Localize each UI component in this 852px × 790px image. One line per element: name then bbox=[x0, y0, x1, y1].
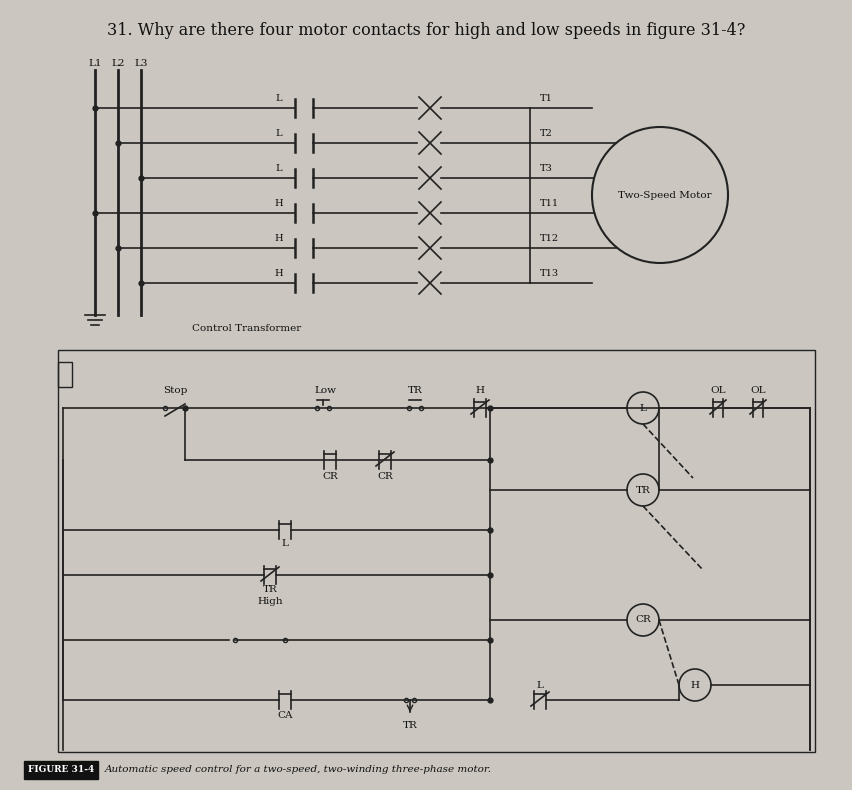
Text: Stop: Stop bbox=[163, 386, 187, 394]
Text: CR: CR bbox=[635, 615, 651, 625]
Text: CR: CR bbox=[322, 472, 338, 480]
Bar bbox=[58, 362, 72, 387]
Text: T2: T2 bbox=[540, 129, 553, 137]
Text: Low: Low bbox=[314, 386, 336, 394]
Text: L: L bbox=[640, 404, 647, 412]
Text: CR: CR bbox=[377, 472, 393, 480]
Text: L: L bbox=[537, 682, 544, 690]
Text: TR: TR bbox=[403, 721, 417, 731]
Text: High: High bbox=[257, 596, 283, 605]
FancyBboxPatch shape bbox=[24, 761, 98, 779]
Text: T3: T3 bbox=[540, 164, 553, 172]
Text: TR: TR bbox=[636, 486, 650, 495]
Text: L: L bbox=[276, 93, 282, 103]
Text: 31. Why are there four motor contacts for high and low speeds in figure 31-4?: 31. Why are there four motor contacts fo… bbox=[106, 22, 746, 39]
Text: T1: T1 bbox=[540, 93, 553, 103]
Text: Automatic speed control for a two-speed, two-winding three-phase motor.: Automatic speed control for a two-speed,… bbox=[105, 766, 492, 774]
Text: H: H bbox=[274, 269, 284, 277]
Text: L3: L3 bbox=[135, 58, 147, 67]
Text: T13: T13 bbox=[540, 269, 559, 277]
Text: L1: L1 bbox=[89, 58, 101, 67]
Text: Two-Speed Motor: Two-Speed Motor bbox=[619, 190, 711, 200]
Text: L: L bbox=[276, 164, 282, 172]
Text: L2: L2 bbox=[112, 58, 124, 67]
Text: Control Transformer: Control Transformer bbox=[192, 323, 302, 333]
Text: FIGURE 31-4: FIGURE 31-4 bbox=[28, 766, 94, 774]
Text: H: H bbox=[690, 680, 699, 690]
Bar bbox=[58, 350, 815, 752]
Text: CA: CA bbox=[277, 712, 293, 720]
Text: H: H bbox=[274, 234, 284, 243]
Text: OL: OL bbox=[751, 386, 766, 394]
Text: T12: T12 bbox=[540, 234, 559, 243]
Text: H: H bbox=[475, 386, 485, 394]
Text: OL: OL bbox=[711, 386, 726, 394]
Text: TR: TR bbox=[262, 585, 278, 593]
Text: T11: T11 bbox=[540, 198, 559, 208]
Text: L: L bbox=[281, 540, 289, 548]
Text: L: L bbox=[276, 129, 282, 137]
Text: TR: TR bbox=[407, 386, 423, 394]
Text: H: H bbox=[274, 198, 284, 208]
